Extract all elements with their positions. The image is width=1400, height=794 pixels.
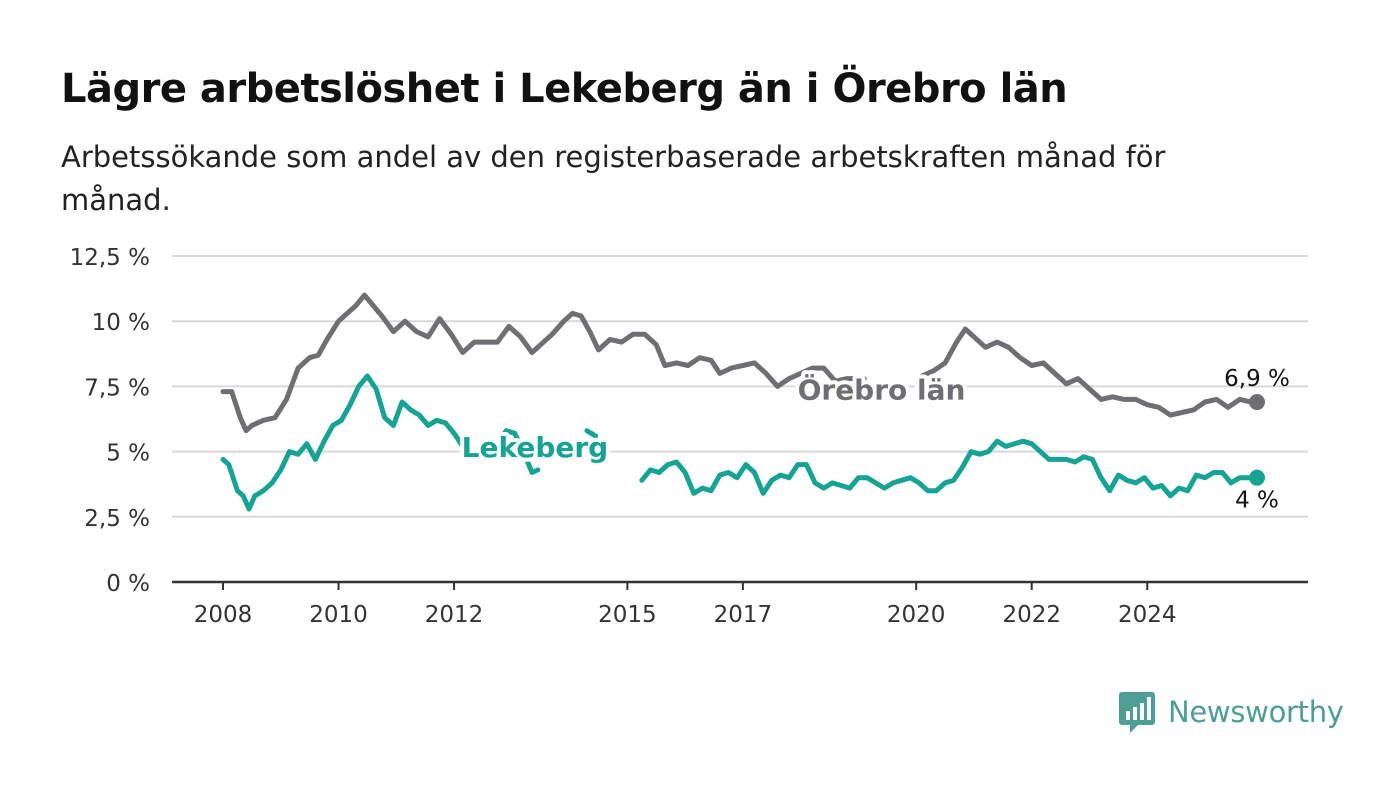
x-tick-label: 2008 (194, 602, 253, 628)
series-name-label: Örebro län (798, 372, 966, 406)
series-lines (220, 292, 1265, 512)
y-tick-label: 2,5 % (84, 506, 150, 532)
brand-logo: Newsworthy (1118, 690, 1344, 734)
series-end-value-label: 6,9 % (1224, 366, 1290, 392)
x-axis: 2008 2010 2012 2015 2017 2020 2022 2024 (172, 580, 1308, 628)
y-tick-label: 12,5 % (70, 245, 150, 271)
series-name-label: Lekeberg (462, 431, 609, 464)
x-tick-label: 2012 (425, 602, 484, 628)
series-line-lekeberg (220, 373, 1260, 512)
series-labels: 6,9 % 4 % Örebro län Lekeberg (458, 366, 1290, 514)
brand-name: Newsworthy (1168, 695, 1344, 729)
series-end-value-label: 4 % (1235, 488, 1279, 514)
y-tick-label: 5 % (106, 441, 150, 467)
x-tick-label: 2010 (309, 602, 368, 628)
x-tick-label: 2015 (598, 602, 657, 628)
y-tick-label: 0 % (106, 571, 150, 597)
series-end-point (1249, 394, 1265, 411)
x-tick-label: 2022 (1002, 602, 1061, 628)
newsworthy-logo-icon (1119, 692, 1155, 733)
x-tick-label: 2017 (714, 602, 773, 628)
y-tick-label: 7,5 % (84, 375, 150, 401)
x-tick-label: 2024 (1118, 602, 1177, 628)
chart-title: Lägre arbetslöshet i Lekeberg än i Örebr… (61, 66, 1068, 112)
series-end-point (1249, 469, 1265, 486)
series-line--rebro-l-n (220, 292, 1260, 434)
y-tick-label: 10 % (92, 310, 150, 336)
x-tick-label: 2020 (887, 602, 946, 628)
y-axis-tick-labels: 0 % 2,5 % 5 % 7,5 % 10 % 12,5 % (70, 245, 150, 597)
chart-subtitle: Arbetssökande som andel av den registerb… (61, 140, 1166, 217)
